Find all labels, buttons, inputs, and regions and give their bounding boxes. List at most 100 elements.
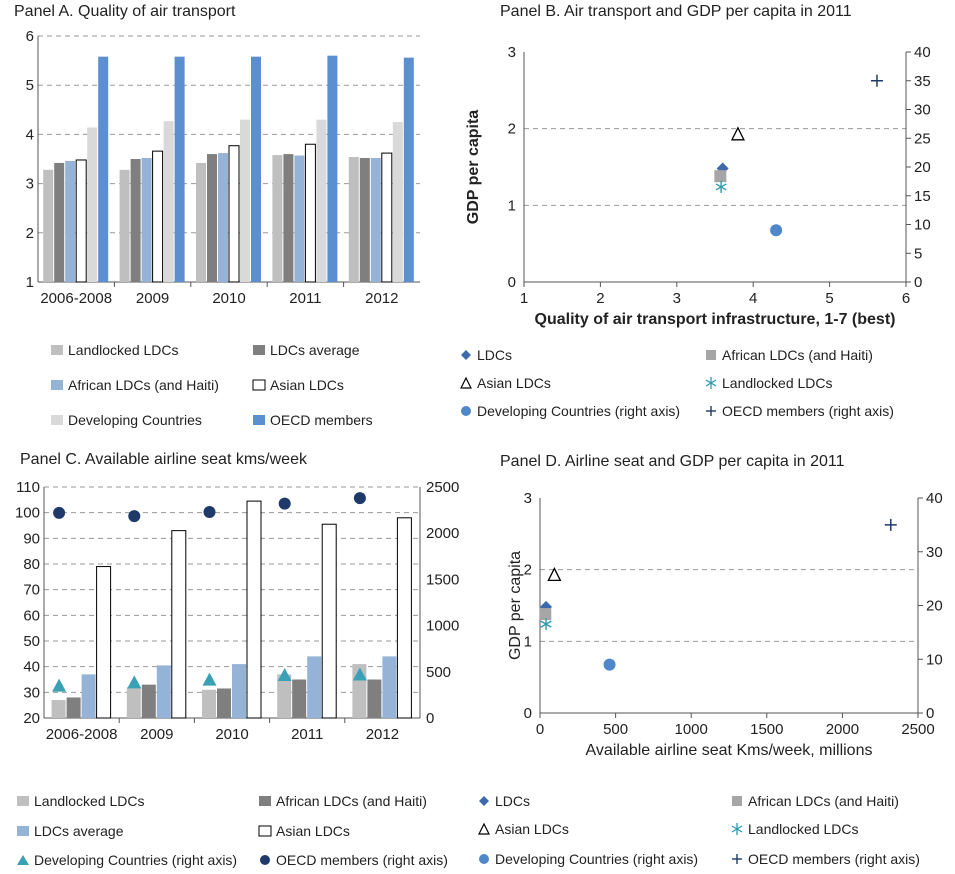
panel-a-bar-african-ldcs-and-haiti- [141, 158, 152, 282]
panel-b-x-tick-label: 4 [749, 290, 757, 307]
legend-a-ldcs-average-swatch [253, 345, 265, 355]
panel-c-marker-oecd-members-right-axis- [203, 505, 216, 518]
legend-d-oecd-members-right-axis--label: OECD members (right axis) [748, 851, 920, 867]
panel-d-x-tick-label: 2500 [901, 721, 934, 738]
panel-b-x-tick-label: 5 [825, 290, 833, 307]
panel-c-marker-developing-countries-right-axis- [202, 672, 217, 686]
legend-b-asian-ldcs-swatch [460, 376, 472, 389]
legend-c-oecd-members-right-axis--label: OECD members (right axis) [276, 852, 448, 868]
panel-c-y2-tick-label: 2000 [426, 525, 459, 542]
panel-d-y2-tick-label: 0 [926, 705, 934, 722]
panel-d-x-tick-label: 0 [536, 721, 544, 738]
panel-b-y2-tick-label: 35 [914, 73, 931, 90]
panel-c-bar-asian-ldcs [246, 500, 262, 719]
panel-c-y-tick-label: 20 [23, 710, 40, 727]
legend-c-oecd-members-right-axis--swatch [260, 855, 270, 865]
panel-a-bar-ldcs-average [54, 162, 65, 282]
panel-c-marker-oecd-members-right-axis- [278, 497, 291, 510]
legend-c-landlocked-ldcs-swatch [17, 796, 29, 806]
legend-b-african-ldcs-and-haiti--swatch [706, 350, 716, 360]
panel-c-marker-developing-countries-right-axis- [277, 667, 292, 681]
legend-c-landlocked-ldcs: Landlocked LDCs [16, 793, 145, 809]
legend-a-asian-ldcs-label: Asian LDCs [270, 377, 344, 393]
panel-b-y2-tick-label: 25 [914, 130, 931, 147]
panel-a-y-tick-label: 4 [26, 126, 34, 143]
panel-c-y2-tick-label: 2500 [426, 479, 459, 496]
panel-a-bar-oecd-members [98, 56, 109, 282]
panel-d-y-tick-label: 2 [524, 562, 532, 579]
legend-a-african-ldcs-and-haiti-: African LDCs (and Haiti) [50, 377, 219, 393]
panel-d-point-developing-countries-right-axis- [603, 658, 616, 671]
legend-b-asian-ldcs-label: Asian LDCs [477, 375, 551, 391]
legend-b-developing-countries-right-axis--swatch [461, 406, 471, 416]
panel-c-bar-asian-ldcs [171, 530, 187, 719]
panel-b-x-axis-title: Quality of air transport infrastructure,… [535, 311, 896, 328]
panel-b-title: Panel B. Air transport and GDP per capit… [500, 3, 852, 20]
panel-c-marker-developing-countries-right-axis- [52, 678, 67, 692]
panel-c-marker-developing-countries-right-axis- [352, 667, 367, 681]
panel-d-y-tick-label: 1 [524, 633, 532, 650]
panel-a-bar-african-ldcs-and-haiti- [218, 153, 228, 282]
panel-c-y-tick-label: 40 [23, 659, 40, 676]
panel-c-y2-tick-label: 500 [426, 664, 451, 681]
panel-a-bar-developing-countries [163, 121, 174, 282]
legend-b-developing-countries-right-axis--label: Developing Countries (right axis) [477, 403, 681, 419]
panel-a-bar-landlocked-ldcs [196, 162, 206, 282]
panel-d-point-landlocked-ldcs [540, 618, 552, 631]
panel-a-bar-oecd-members [174, 56, 185, 282]
legend-b-oecd-members-right-axis--label: OECD members (right axis) [722, 403, 894, 419]
panel-b-y2-tick-label: 40 [914, 44, 931, 61]
panel-d-y-axis-title: GDP per capita [507, 551, 524, 660]
panel-c-bar-african-ldcs-and-haiti- [367, 679, 382, 718]
panel-d-y2-tick-label: 30 [926, 544, 943, 561]
panel-b-x-tick-label: 3 [673, 290, 681, 307]
panel-c-x-tick-label: 2010 [215, 726, 248, 743]
panel-d-y2-tick-label: 10 [926, 651, 943, 668]
legend-a-oecd-members-label: OECD members [270, 412, 373, 428]
legend-a-african-ldcs-and-haiti--label: African LDCs (and Haiti) [68, 377, 219, 393]
legend-a-ldcs-average-label: LDCs average [270, 342, 360, 358]
panel-d-y-tick-label: 3 [524, 490, 532, 507]
panel-a-y-tick-label: 3 [26, 176, 34, 193]
panel-b-point-asian-ldcs [730, 126, 745, 141]
legend-b-landlocked-ldcs-label: Landlocked LDCs [722, 375, 833, 391]
panel-a-bar-oecd-members [403, 57, 414, 283]
panel-b-point-developing-countries-right-axis- [770, 224, 783, 237]
panel-a-x-tick-label: 2012 [365, 290, 398, 307]
panel-a-bar-developing-countries [87, 127, 98, 283]
panel-c-bar-asian-ldcs [321, 523, 337, 719]
panel-a-x-tick-label: 2009 [136, 290, 169, 307]
legend-b-landlocked-ldcs: Landlocked LDCs [704, 375, 833, 391]
panel-b-y2-tick-label: 10 [914, 217, 931, 234]
panel-b-y2-tick-label: 5 [914, 245, 922, 262]
panel-b-x-tick-label: 1 [520, 290, 528, 307]
legend-d-oecd-members-right-axis--swatch [732, 854, 742, 864]
panel-b-y2-tick-label: 0 [914, 274, 922, 291]
panel-d-y2-tick-label: 40 [926, 490, 943, 507]
panel-d-x-tick-label: 500 [603, 721, 628, 738]
panel-a-y-tick-label: 5 [26, 77, 34, 94]
legend-a-ldcs-average: LDCs average [252, 342, 360, 358]
panel-c-bar-ldcs-average [156, 665, 171, 718]
panel-a-bar-developing-countries [392, 122, 403, 282]
panel-c-bar-ldcs-average [81, 674, 96, 718]
legend-c-african-ldcs-and-haiti--label: African LDCs (and Haiti) [276, 793, 427, 809]
legend-a-oecd-members: OECD members [252, 412, 373, 428]
panel-c-x-tick-label: 2012 [366, 726, 399, 743]
panel-a-bar-developing-countries [316, 119, 327, 282]
panel-d-title: Panel D. Airline seat and GDP per capita… [500, 453, 845, 470]
panel-c-title: Panel C. Available airline seat kms/week [20, 451, 307, 468]
legend-c-developing-countries-right-axis--swatch [17, 855, 29, 865]
panel-c-bar-african-ldcs-and-haiti- [141, 684, 156, 718]
panel-a-bar-oecd-members [251, 56, 261, 282]
legend-c-landlocked-ldcs-label: Landlocked LDCs [34, 793, 145, 809]
panel-b-y-tick-label: 2 [508, 121, 516, 138]
legend-d-landlocked-ldcs: Landlocked LDCs [730, 821, 859, 837]
panel-c-bar-african-ldcs-and-haiti- [217, 688, 231, 718]
legend-d-landlocked-ldcs-label: Landlocked LDCs [748, 821, 859, 837]
panel-c-bar-ldcs-average [307, 656, 322, 718]
panel-c-x-tick-label: 2006-2008 [46, 726, 118, 743]
panel-a-bar-asian-ldcs [381, 152, 393, 283]
legend-d-asian-ldcs: Asian LDCs [477, 821, 569, 837]
legend-c-ldcs-average-label: LDCs average [34, 823, 124, 839]
